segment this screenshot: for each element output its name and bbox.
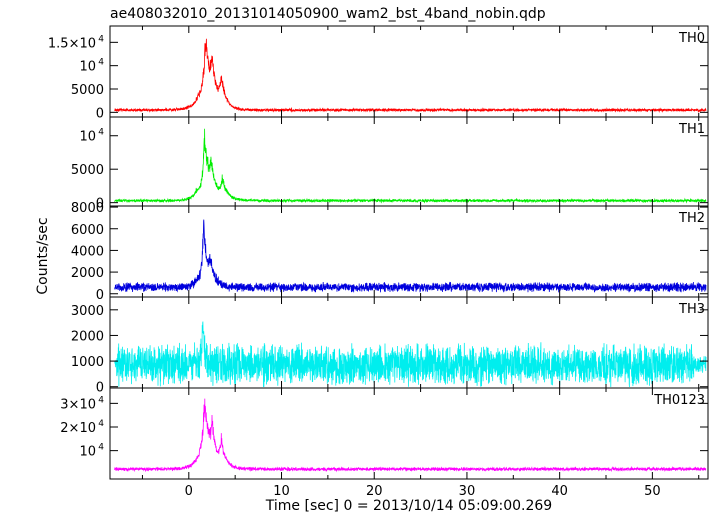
panel-label: TH0: [678, 31, 705, 46]
x-tick-label: 0: [185, 484, 193, 499]
y-tick-exponent: 4: [98, 443, 104, 453]
y-tick-exponent: 4: [98, 419, 104, 429]
x-tick-label: 20: [366, 484, 383, 499]
y-tick-label: 5000: [71, 83, 104, 98]
x-axis-label: Time [sec] 0 = 2013/10/14 05:09:00.269: [265, 498, 552, 514]
y-tick-label: 0: [96, 381, 104, 396]
x-tick-label: 30: [459, 484, 476, 499]
y-tick-label: 1000: [71, 355, 104, 370]
y-tick-label: 3000: [71, 304, 104, 319]
x-tick-label: 10: [273, 484, 290, 499]
y-tick-label: 4000: [71, 244, 104, 259]
panel-th3: TH3 0 1000 2000 3000: [71, 296, 709, 396]
panel-frame: [109, 25, 709, 118]
series-th3: [114, 321, 707, 388]
y-tick-label: 2×10: [60, 421, 96, 436]
x-tick-label: 50: [644, 484, 661, 499]
y-tick-label: 6000: [71, 223, 104, 238]
panel-label: TH2: [678, 211, 705, 226]
panel-label: TH1: [678, 122, 705, 137]
panel-frame: [109, 205, 709, 298]
panel-frame: [109, 116, 709, 207]
panel-frame: [109, 387, 709, 480]
y-tick-label: 2000: [71, 329, 104, 344]
y-tick-label: 3×10: [60, 397, 96, 412]
y-tick-label: 0: [96, 288, 104, 303]
y-tick-label: 1.5×10: [48, 36, 96, 51]
y-tick-exponent: 4: [98, 395, 104, 405]
panel-th1: TH1 0 5000 10 4: [71, 116, 709, 212]
y-tick-label: 0: [96, 197, 104, 212]
y-tick-label: 10: [79, 445, 96, 460]
series-th1: [114, 128, 707, 204]
panel-label: TH0123: [653, 393, 705, 408]
x-tick-label: 40: [551, 484, 568, 499]
y-tick-label: 10: [79, 130, 96, 145]
chart-title: ae408032010_20131014050900_wam2_bst_4ban…: [110, 6, 546, 22]
series-th0123: [114, 398, 707, 473]
y-axis-label: Counts/sec: [35, 217, 51, 294]
y-tick-label: 8000: [71, 201, 104, 216]
panel-label: TH3: [678, 302, 705, 317]
series-th0: [114, 38, 707, 113]
series-th2: [114, 219, 707, 293]
y-tick-exponent: 4: [98, 34, 104, 44]
y-tick-exponent: 4: [98, 128, 104, 138]
y-tick-label: 2000: [71, 266, 104, 281]
panel-th2: TH2 0 2000 4000 6000 8000: [71, 201, 709, 303]
y-tick-label: 0: [96, 106, 104, 121]
y-tick-exponent: 4: [98, 58, 104, 68]
y-tick-label: 5000: [71, 163, 104, 178]
y-tick-label: 10: [79, 60, 96, 75]
